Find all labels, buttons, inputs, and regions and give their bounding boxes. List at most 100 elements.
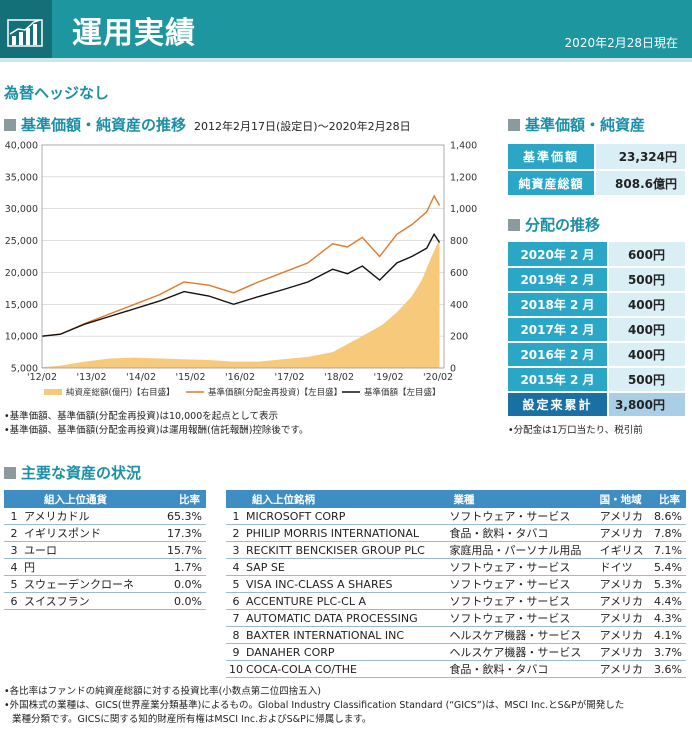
rank: 10 <box>226 660 246 678</box>
dist-amount: 400円 <box>608 342 685 368</box>
dist-date: 2015年 2 月 <box>508 367 609 393</box>
table-row: 1 アメリカドル 65.3% <box>4 508 206 525</box>
stock-name: ACCENTURE PLC-CL A <box>246 592 450 610</box>
stock-name: BAXTER INTERNATIONAL INC <box>246 626 450 644</box>
table-row: 7 AUTOMATIC DATA PROCESSING ソフトウェア・サービス アメリ… <box>226 609 686 627</box>
rank: 1 <box>4 508 24 525</box>
stock-country: アメリカ <box>599 609 650 627</box>
y-left-tick-label: 15,000 <box>5 300 38 311</box>
nav-section-title: 基準価額・純資産 <box>508 114 645 135</box>
y-right-tick-label: 600 <box>450 268 468 279</box>
y-left-tick-label: 40,000 <box>5 141 38 152</box>
page-title: 運用実績 <box>72 16 196 51</box>
dist-row: 2017年 2 月 400円 <box>508 317 685 343</box>
y-left-tick-label: 35,000 <box>5 172 38 183</box>
table-row: 2 PHILIP MORRIS INTERNATIONAL 食品・飲料・タバコ アメリ… <box>226 524 686 542</box>
dist-row: 2020年 2 月 600円 <box>508 242 685 268</box>
rank: 5 <box>4 575 24 593</box>
dist-note: •分配金は1万口当たり、税引前 <box>508 425 643 436</box>
dist-row: 2015年 2 月 500円 <box>508 367 685 393</box>
stock-sector: ヘルスケア機器・サービス <box>449 626 600 644</box>
table-row: 9 DANAHER CORP ヘルスケア機器・サービス アメリカ 3.7% <box>226 643 686 661</box>
stock-ratio: 8.6% <box>649 508 686 525</box>
stock-table: 組入上位銘柄 業種 国・地域 比率 1 MICROSOFT CORP ソフトウェア・… <box>226 490 686 678</box>
dist-total-label: 設定来累計 <box>508 392 609 418</box>
y-left-tick-label: 25,000 <box>5 236 38 247</box>
rank: 3 <box>226 541 246 559</box>
rank: 2 <box>4 524 24 542</box>
rank: 5 <box>226 575 246 593</box>
nav-section-title-text: 基準価額・純資産 <box>525 116 646 134</box>
y-left-tick-label: 30,000 <box>5 204 38 215</box>
stock-country: アメリカ <box>599 626 650 644</box>
stock-ratio: 4.1% <box>649 626 686 644</box>
stock-sector: ソフトウェア・サービス <box>449 508 600 525</box>
dist-row: 2016年 2 月 400円 <box>508 342 685 368</box>
currency-name: アメリカドル <box>24 508 159 525</box>
nav-line <box>41 232 441 337</box>
stock-ratio: 3.6% <box>649 660 686 678</box>
stock-ratio: 4.3% <box>649 609 686 627</box>
y-right-tick-label: 1,400 <box>450 141 477 152</box>
stock-country: アメリカ <box>599 524 650 542</box>
rank: 6 <box>226 592 246 610</box>
stock-ratio: 7.1% <box>649 541 686 559</box>
y-right-tick-label: 1,000 <box>450 204 477 215</box>
y-left-tick-label: 5,000 <box>11 364 38 375</box>
x-tick-label: '14/02 <box>126 372 156 383</box>
stock-name: COCA-COLA CO/THE <box>246 660 450 678</box>
footer-note-2: •外国株式の業種は、GICS(世界産業分類基準)によるもの。Global Ind… <box>4 700 625 711</box>
dist-amount: 400円 <box>608 292 685 318</box>
stock-name: MICROSOFT CORP <box>246 508 450 525</box>
stock-ratio: 3.7% <box>649 643 686 661</box>
stock-name: PHILIP MORRIS INTERNATIONAL <box>246 524 450 542</box>
stock-country: アメリカ <box>599 643 650 661</box>
footer-note-1: •各比率はファンドの純資産総額に対する投資比率(小数点第二位四捨五入) <box>4 686 322 697</box>
rank: 6 <box>4 592 24 610</box>
currency-ratio: 17.3% <box>158 524 206 542</box>
sector-header: 業種 <box>449 490 600 508</box>
legend-swatch <box>44 389 62 395</box>
currency-ratio: 65.3% <box>158 508 206 525</box>
footer-note-3: 業種分類です。GICSに関する知的財産所有権はMSCI Inc.およびS&Pに帰… <box>12 714 372 725</box>
stock-ratio: 5.4% <box>649 558 686 576</box>
currency-ratio: 0.0% <box>158 575 206 593</box>
country-header: 国・地域 <box>599 490 650 508</box>
stock-sector: 食品・飲料・タバコ <box>449 524 600 542</box>
currency-name: ユーロ <box>24 541 159 559</box>
rank: 8 <box>226 626 246 644</box>
currency-header-row: 組入上位通貨 比率 <box>4 490 206 508</box>
legend-label: 基準価額(分配金再投資)【左目盛】 <box>208 387 342 398</box>
chart-section-title-text: 基準価額・純資産の推移 <box>21 116 187 134</box>
rank: 4 <box>226 558 246 576</box>
stock-country: ドイツ <box>599 558 650 576</box>
stock-sector: ソフトウェア・サービス <box>449 575 600 593</box>
rank: 3 <box>4 541 24 559</box>
rank: 9 <box>226 643 246 661</box>
currency-ratio-header: 比率 <box>158 490 206 508</box>
y-right-tick-label: 800 <box>450 236 468 247</box>
stock-name: RECKITT BENCKISER GROUP PLC <box>246 541 450 559</box>
reinvested-nav-line <box>41 194 441 337</box>
dist-date: 2016年 2 月 <box>508 342 609 368</box>
table-row: 8 BAXTER INTERNATIONAL INC ヘルスケア機器・サービス アメリ… <box>226 626 686 644</box>
rank: 1 <box>226 508 246 525</box>
table-row: 6 スイスフラン 0.0% <box>4 592 206 610</box>
table-row: 10 COCA-COLA CO/THE 食品・飲料・タバコ アメリカ 3.6% <box>226 660 686 678</box>
dist-date: 2018年 2 月 <box>508 292 609 318</box>
x-tick-label: '17/02 <box>275 372 305 383</box>
bar-chart-icon <box>0 0 52 58</box>
stock-sector: ソフトウェア・サービス <box>449 558 600 576</box>
stock-country: イギリス <box>599 541 650 559</box>
y-left-tick-label: 20,000 <box>5 268 38 279</box>
net-assets-row: 純資産総額 808.6億円 <box>508 170 685 197</box>
as-of-date: 2020年2月28日現在 <box>564 36 678 50</box>
nav-label: 基準価額 <box>508 144 596 171</box>
assets-section-title: 主要な資産の状況 <box>4 462 141 483</box>
net-assets-label: 純資産総額 <box>508 170 596 197</box>
rank: 2 <box>226 524 246 542</box>
dist-total-amount: 3,800円 <box>608 392 685 418</box>
table-row: 3 RECKITT BENCKISER GROUP PLC 家庭用品・パーソナル用品… <box>226 541 686 559</box>
currency-table: 組入上位通貨 比率 1 アメリカドル 65.3% 2 イギリスポンド 17.3% 3 ユー… <box>4 490 206 610</box>
currency-ratio: 15.7% <box>158 541 206 559</box>
